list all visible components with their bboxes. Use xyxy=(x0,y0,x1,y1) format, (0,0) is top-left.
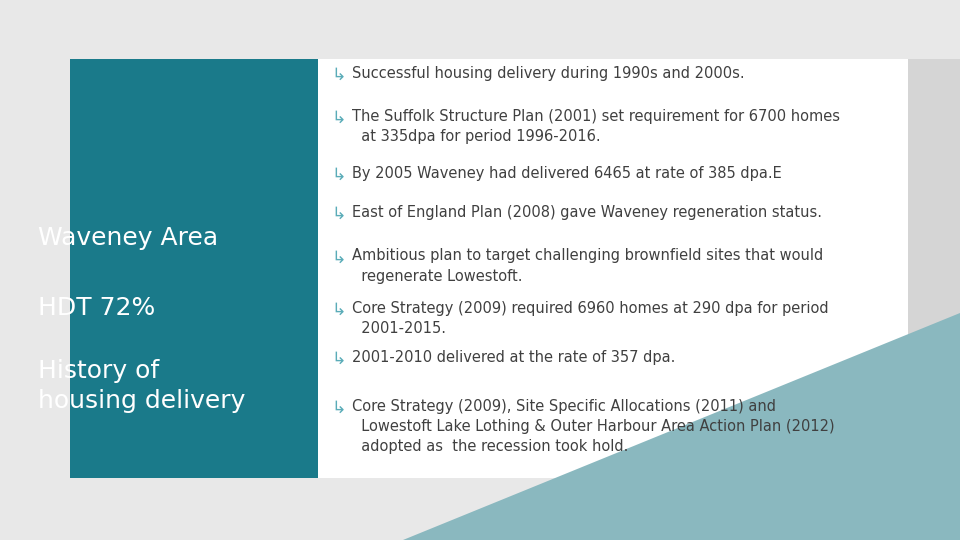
Text: Core Strategy (2009) required 6960 homes at 290 dpa for period
  2001-2015.: Core Strategy (2009) required 6960 homes… xyxy=(352,301,828,336)
Text: The Suffolk Structure Plan (2001) set requirement for 6700 homes
  at 335dpa for: The Suffolk Structure Plan (2001) set re… xyxy=(352,109,840,145)
Text: ↳: ↳ xyxy=(331,301,346,319)
Text: ↳: ↳ xyxy=(331,205,346,223)
Text: ↳: ↳ xyxy=(331,66,346,84)
Bar xyxy=(318,59,908,478)
Text: By 2005 Waveney had delivered 6465 at rate of 385 dpa.E: By 2005 Waveney had delivered 6465 at ra… xyxy=(352,166,782,181)
Text: Ambitious plan to target challenging brownfield sites that would
  regenerate Lo: Ambitious plan to target challenging bro… xyxy=(352,248,824,284)
Text: History of
housing delivery: History of housing delivery xyxy=(38,359,246,413)
Text: ↳: ↳ xyxy=(331,166,346,184)
Text: 2001-2010 delivered at the rate of 357 dpa.: 2001-2010 delivered at the rate of 357 d… xyxy=(352,350,676,365)
Text: Successful housing delivery during 1990s and 2000s.: Successful housing delivery during 1990s… xyxy=(352,66,745,81)
Text: ↳: ↳ xyxy=(331,399,346,416)
Text: East of England Plan (2008) gave Waveney regeneration status.: East of England Plan (2008) gave Waveney… xyxy=(352,205,823,220)
Bar xyxy=(908,59,960,478)
Text: ↳: ↳ xyxy=(331,109,346,127)
Polygon shape xyxy=(403,313,960,540)
Text: ↳: ↳ xyxy=(331,248,346,266)
Text: Waveney Area: Waveney Area xyxy=(38,226,219,249)
Text: Core Strategy (2009), Site Specific Allocations (2011) and
  Lowestoft Lake Loth: Core Strategy (2009), Site Specific Allo… xyxy=(352,399,835,454)
Text: HDT 72%: HDT 72% xyxy=(38,296,156,320)
Bar xyxy=(70,59,318,478)
Text: ↳: ↳ xyxy=(331,350,346,368)
